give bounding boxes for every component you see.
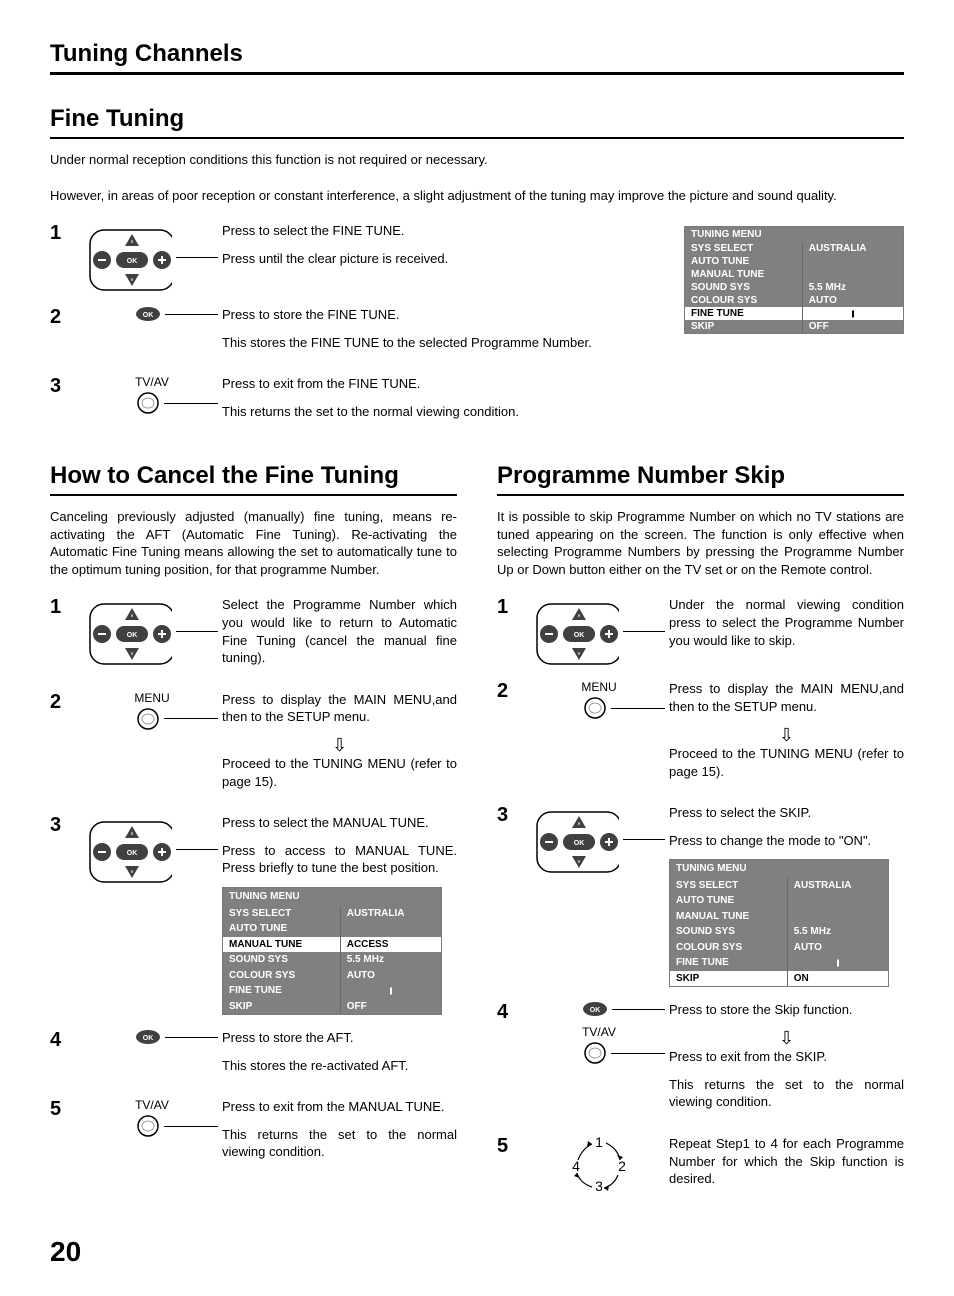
tuning-menu: TUNING MENUSYS SELECTAUSTRALIAAUTO TUNEM…: [222, 887, 442, 1015]
menu-row: FINE TUNE: [223, 983, 441, 999]
menu-row: AUTO TUNE: [223, 921, 441, 937]
skip-heading: Programme Number Skip: [497, 462, 904, 496]
step-number: 4: [497, 1001, 529, 1024]
cancel-heading: How to Cancel the Fine Tuning: [50, 462, 457, 496]
cycle-icon: [564, 1135, 634, 1195]
menu-button-icon: [136, 707, 160, 731]
step-text: Press to access to MANUAL TUNE. Press br…: [222, 842, 457, 877]
menu-row: SKIPOFF: [685, 320, 903, 333]
menu-row: SYS SELECTAUSTRALIA: [685, 242, 903, 255]
step-text: Press to display the MAIN MENU,and then …: [222, 691, 457, 726]
step-text: Proceed to the TUNING MENU (refer to pag…: [669, 745, 904, 780]
navpad-icon: [82, 814, 172, 884]
button-label: MENU: [134, 691, 169, 705]
step-number: 3: [497, 804, 529, 827]
menu-row: MANUAL TUNE: [685, 268, 903, 281]
step-number: 3: [50, 814, 82, 837]
tuning-menu: TUNING MENUSYS SELECTAUSTRALIAAUTO TUNEM…: [669, 859, 889, 987]
navpad-icon: [529, 596, 619, 666]
step-text: This returns the set to the normal viewi…: [222, 403, 664, 421]
step-number: 3: [50, 375, 82, 398]
tvav-button-icon: [583, 1041, 607, 1065]
menu-row: COLOUR SYSAUTO: [223, 968, 441, 984]
step-text: Under the normal viewing condition press…: [669, 596, 904, 649]
menu-row: FINE TUNE: [685, 307, 903, 320]
page-title: Tuning Channels: [50, 40, 904, 75]
down-arrow-icon: ⇩: [332, 736, 347, 754]
menu-title: TUNING MENU: [670, 860, 888, 878]
step-text: Press to change the mode to "ON".: [669, 832, 904, 850]
button-label: TV/AV: [135, 1098, 169, 1112]
step-text: This stores the re-activated AFT.: [222, 1057, 457, 1075]
step-text: Press to exit from the FINE TUNE.: [222, 375, 664, 393]
step-text: Press to store the AFT.: [222, 1029, 457, 1047]
menu-row: SOUND SYS5.5 MHz: [685, 281, 903, 294]
step-text: Press to store the FINE TUNE.: [222, 306, 664, 324]
menu-row: FINE TUNE: [670, 955, 888, 971]
step-number: 2: [50, 306, 82, 329]
step-text: Press until the clear picture is receive…: [222, 250, 664, 268]
step-number: 1: [50, 596, 82, 619]
step-text: Repeat Step1 to 4 for each Programme Num…: [669, 1135, 904, 1188]
navpad-icon: [529, 804, 619, 874]
menu-row: COLOUR SYSAUTO: [670, 940, 888, 956]
ok-button-icon: [135, 1029, 161, 1045]
step-number: 2: [497, 680, 529, 703]
step-text: This stores the FINE TUNE to the selecte…: [222, 334, 664, 352]
fine-tuning-heading: Fine Tuning: [50, 105, 904, 139]
menu-row: COLOUR SYSAUTO: [685, 294, 903, 307]
menu-row: SYS SELECTAUSTRALIA: [670, 878, 888, 894]
step-text: Press to exit from the SKIP.: [669, 1048, 904, 1066]
step-number: 2: [50, 691, 82, 714]
step-text: This returns the set to the normal viewi…: [669, 1076, 904, 1111]
navpad-icon: [82, 596, 172, 666]
button-label: MENU: [581, 680, 616, 694]
menu-row: MANUAL TUNE: [670, 909, 888, 925]
step-text: This returns the set to the normal viewi…: [222, 1126, 457, 1161]
step-number: 1: [497, 596, 529, 619]
step-text: Press to select the FINE TUNE.: [222, 222, 664, 240]
step-number: 5: [50, 1098, 82, 1121]
ok-button-icon: [582, 1001, 608, 1017]
menu-title: TUNING MENU: [685, 227, 903, 242]
tuning-menu: TUNING MENUSYS SELECTAUSTRALIAAUTO TUNEM…: [684, 226, 904, 334]
button-label: TV/AV: [582, 1025, 616, 1039]
step-text: Press to select the MANUAL TUNE.: [222, 814, 457, 832]
fine-tuning-intro2: However, in areas of poor reception or c…: [50, 187, 904, 205]
page-number: 20: [50, 1236, 904, 1268]
step-text: Press to exit from the MANUAL TUNE.: [222, 1098, 457, 1116]
skip-intro: It is possible to skip Programme Number …: [497, 508, 904, 578]
menu-title: TUNING MENU: [223, 888, 441, 906]
navpad-icon: [82, 222, 172, 292]
tvav-button-icon: [136, 1114, 160, 1138]
step-text: Select the Programme Number which you wo…: [222, 596, 457, 666]
step-number: 5: [497, 1135, 529, 1158]
menu-row: AUTO TUNE: [670, 893, 888, 909]
step-text: Press to select the SKIP.: [669, 804, 904, 822]
menu-row: SOUND SYS5.5 MHz: [670, 924, 888, 940]
cancel-intro: Canceling previously adjusted (manually)…: [50, 508, 457, 578]
down-arrow-icon: ⇩: [779, 726, 794, 744]
menu-row: SYS SELECTAUSTRALIA: [223, 906, 441, 922]
menu-button-icon: [583, 696, 607, 720]
tvav-button-icon: [136, 391, 160, 415]
step-text: Proceed to the TUNING MENU (refer to pag…: [222, 755, 457, 790]
step-text: Press to display the MAIN MENU,and then …: [669, 680, 904, 715]
ok-button-icon: [135, 306, 161, 322]
menu-row: AUTO TUNE: [685, 255, 903, 268]
menu-row: SKIPOFF: [223, 999, 441, 1015]
menu-row: MANUAL TUNEACCESS: [223, 937, 441, 953]
step-number: 1: [50, 222, 82, 245]
fine-tuning-intro1: Under normal reception conditions this f…: [50, 151, 904, 169]
step-number: 4: [50, 1029, 82, 1052]
menu-row: SOUND SYS5.5 MHz: [223, 952, 441, 968]
menu-row: SKIPON: [670, 971, 888, 987]
down-arrow-icon: ⇩: [779, 1029, 794, 1047]
button-label: TV/AV: [135, 375, 169, 389]
step-text: Press to store the Skip function.: [669, 1001, 904, 1019]
